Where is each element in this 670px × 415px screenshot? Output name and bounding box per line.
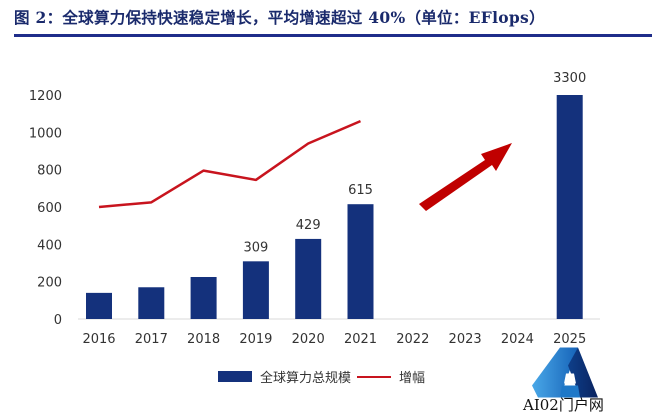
x-axis-labels: 2016 2017 2018 2019 2020 2021 2022 2023 2024 2025 [82, 332, 586, 347]
growth-line [98, 119, 361, 209]
y-tick-label: 600 [37, 201, 62, 216]
bar [190, 277, 217, 319]
y-tick-label: 1200 [29, 89, 62, 104]
y-tick-label: 800 [37, 164, 62, 179]
bar [347, 204, 374, 319]
data-labels: 309 429 615 3300 [243, 71, 586, 255]
data-label: 309 [243, 240, 268, 255]
bar [86, 292, 112, 319]
x-tick-label: 2016 [82, 332, 115, 347]
legend-line-swatch [357, 375, 392, 378]
y-tick-label: 0 [54, 313, 62, 328]
x-tick-label: 2017 [135, 332, 168, 347]
bar [138, 287, 165, 319]
title-divider [14, 34, 652, 37]
x-tick-label: 2019 [239, 332, 272, 347]
bar [556, 95, 583, 319]
bar [242, 261, 269, 319]
data-label: 615 [348, 183, 373, 198]
legend: 全球算力总规模 增幅 [218, 367, 425, 386]
chart-title: 图 2：全球算力保持快速稳定增长，平均增速超过 40%（单位：EFlops） [14, 8, 545, 27]
watermark-text: AI02门户网 [523, 396, 604, 414]
x-tick-label: 2022 [396, 332, 429, 347]
y-axis: 0 200 400 600 800 1000 1200 [29, 89, 62, 328]
x-tick-label: 2018 [187, 332, 220, 347]
x-tick-label: 2025 [553, 332, 586, 347]
legend-line-label: 增幅 [399, 371, 426, 386]
x-tick-label: 2023 [449, 332, 482, 347]
trend-arrow-icon [419, 143, 512, 211]
y-tick-label: 400 [37, 238, 62, 253]
y-tick-label: 1000 [29, 126, 62, 141]
watermark-logo-icon [532, 347, 598, 398]
x-tick-label: 2020 [292, 332, 325, 347]
legend-bar-label: 全球算力总规模 [260, 371, 352, 386]
legend-bar-swatch [218, 371, 252, 382]
x-tick-label: 2024 [501, 332, 534, 347]
data-label: 3300 [553, 71, 586, 86]
bar [295, 238, 322, 319]
data-label: 429 [296, 218, 321, 233]
bar-series [86, 95, 583, 319]
y-tick-label: 200 [37, 276, 62, 291]
x-tick-label: 2021 [344, 332, 377, 347]
